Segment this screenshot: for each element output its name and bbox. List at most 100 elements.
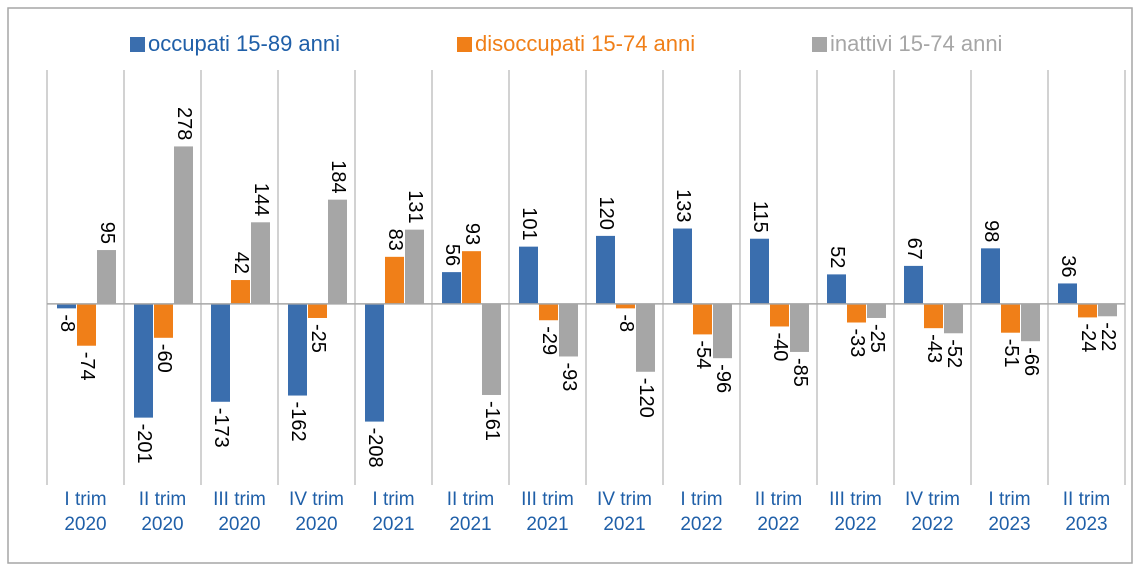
data-label: -161 <box>481 401 503 441</box>
bar <box>405 229 424 304</box>
bar <box>559 303 578 357</box>
data-label: 101 <box>518 207 540 240</box>
data-label: 131 <box>404 190 426 223</box>
bar <box>328 199 347 304</box>
data-label: -201 <box>133 424 155 464</box>
legend-swatch <box>812 37 827 52</box>
data-label: -43 <box>923 334 945 363</box>
bar <box>57 303 76 309</box>
data-label: 98 <box>980 220 1002 242</box>
data-label: -51 <box>1000 339 1022 368</box>
data-label: -93 <box>558 362 580 391</box>
bar <box>1001 303 1020 333</box>
data-label: 184 <box>327 160 349 193</box>
bar <box>539 303 558 321</box>
bar <box>308 303 327 318</box>
x-tick-label: I trim 2022 <box>680 489 723 535</box>
bar <box>944 303 963 334</box>
bar <box>462 251 481 304</box>
data-label: -208 <box>364 428 386 468</box>
data-label: -25 <box>866 324 888 353</box>
data-label: -54 <box>692 340 714 369</box>
bar <box>77 303 96 346</box>
data-label: -85 <box>789 358 811 387</box>
bar <box>97 250 116 304</box>
data-label: -8 <box>56 314 78 332</box>
bar <box>1098 303 1117 317</box>
bar <box>750 238 769 304</box>
x-tick-label: IV trim 2020 <box>289 489 344 535</box>
bar <box>231 280 250 304</box>
x-tick-label: IV trim 2022 <box>905 489 960 535</box>
data-label: 95 <box>96 222 118 244</box>
x-tick-label: I trim 2023 <box>988 489 1031 535</box>
data-label: -22 <box>1097 322 1119 351</box>
data-label: 93 <box>461 223 483 245</box>
data-label: -74 <box>76 352 98 381</box>
data-label: 133 <box>672 189 694 222</box>
data-label: 278 <box>173 107 195 140</box>
bar <box>616 303 635 309</box>
data-label: -33 <box>846 329 868 358</box>
bar <box>904 265 923 304</box>
data-label: -96 <box>712 364 734 393</box>
bar <box>673 228 692 304</box>
bar <box>154 303 173 338</box>
bar <box>251 222 270 304</box>
x-tick-label: II trim 2022 <box>754 489 803 535</box>
x-tick-label: I trim 2020 <box>64 489 107 535</box>
bar <box>636 303 655 372</box>
x-tick-label: II trim 2020 <box>138 489 187 535</box>
x-tick-label: III trim 2022 <box>829 489 882 535</box>
bar <box>790 303 809 352</box>
x-tick-label: III trim 2020 <box>213 489 266 535</box>
bar <box>174 146 193 304</box>
legend-swatch <box>130 37 145 52</box>
data-label: 83 <box>384 229 406 251</box>
data-label: -120 <box>635 378 657 418</box>
bar <box>519 246 538 304</box>
bar <box>1078 303 1097 318</box>
data-label: -60 <box>153 344 175 373</box>
data-label: 120 <box>595 197 617 230</box>
x-tick-label: III trim 2021 <box>521 489 574 535</box>
data-label: -162 <box>287 402 309 442</box>
chart-border <box>7 7 1133 564</box>
bar <box>693 303 712 335</box>
data-label: 52 <box>826 246 848 268</box>
data-label: 115 <box>749 201 771 233</box>
legend-label: inattivi 15-74 anni <box>830 31 1002 56</box>
bar <box>134 303 153 418</box>
data-label: -52 <box>943 339 965 368</box>
bar <box>211 303 230 402</box>
bar <box>1058 283 1077 304</box>
bar <box>596 235 615 304</box>
bar <box>924 303 943 329</box>
legend-label: occupati 15-89 anni <box>148 31 340 56</box>
data-label: -66 <box>1020 347 1042 376</box>
bar <box>713 303 732 359</box>
x-tick-label: II trim 2023 <box>1062 489 1111 535</box>
data-label: 67 <box>903 238 925 260</box>
bar <box>770 303 789 327</box>
data-label: -8 <box>615 314 637 332</box>
data-label: 36 <box>1057 255 1079 277</box>
data-label: -40 <box>769 332 791 361</box>
x-tick-label: I trim 2021 <box>372 489 415 535</box>
data-label: -24 <box>1077 323 1099 352</box>
bar <box>365 303 384 422</box>
data-label: 56 <box>441 244 463 266</box>
bar <box>981 248 1000 304</box>
bar <box>482 303 501 395</box>
bar <box>1021 303 1040 342</box>
legend-swatch <box>457 37 472 52</box>
bar <box>288 303 307 396</box>
data-label: -29 <box>538 326 560 355</box>
bar <box>867 303 886 318</box>
data-label: -173 <box>210 408 232 448</box>
bar <box>827 274 846 304</box>
legend-label: disoccupati 15-74 anni <box>475 31 695 56</box>
bar <box>442 272 461 304</box>
